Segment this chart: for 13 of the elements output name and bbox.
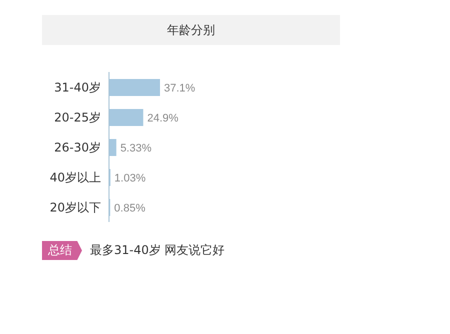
data-label: 5.33% bbox=[120, 142, 152, 154]
y-tick-label: 20-25岁 bbox=[54, 110, 101, 124]
data-label: 1.03% bbox=[114, 172, 146, 184]
text: 年龄分别 bbox=[42, 15, 340, 45]
data-label: 0.85% bbox=[114, 202, 146, 214]
data-label: 24.9% bbox=[147, 112, 179, 124]
y-tick-label: 31-40岁 bbox=[54, 80, 101, 94]
text: 最多31-40岁 网友说它好 bbox=[90, 242, 225, 259]
data-label: 37.1% bbox=[164, 82, 196, 94]
y-tick-label: 40岁以上 bbox=[50, 170, 101, 184]
y-tick-label: 26-30岁 bbox=[54, 140, 101, 154]
text: 总结 bbox=[42, 241, 82, 260]
y-tick-label: 20岁以下 bbox=[50, 200, 101, 214]
